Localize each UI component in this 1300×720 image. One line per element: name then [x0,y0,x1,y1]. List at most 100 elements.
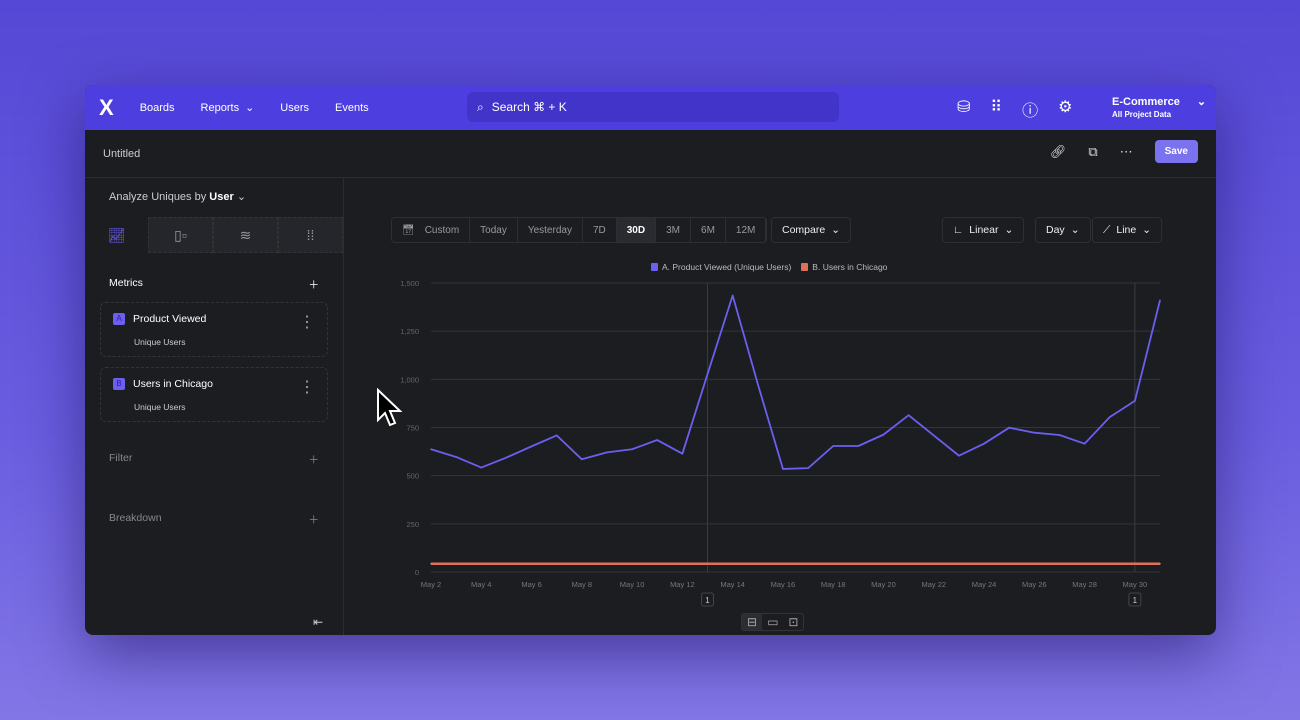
data-point [505,562,508,565]
range-yesterday[interactable]: Yesterday [518,218,583,242]
funnels-tab-icon[interactable]: ▯▫ [148,217,213,253]
x-tick-label: May 6 [521,580,541,589]
metric-badge: B [113,378,125,390]
chevron-down-icon: ⌄ [245,102,255,114]
kebab-menu-icon[interactable]: ⋮ [299,379,315,396]
logo-icon[interactable]: X [99,94,114,120]
data-point [832,562,835,565]
nav-reports[interactable]: Reports ⌄ [200,101,255,115]
data-point [656,439,659,441]
line-chart-icon: ⟋ [1103,223,1111,236]
x-tick-label: May 4 [471,580,491,589]
table-view-icon[interactable]: ⊡ [788,615,799,629]
range-7d[interactable]: 7D [583,218,617,242]
nav-reports-label: Reports [200,101,240,114]
chevron-down-icon: ⌄ [1196,96,1207,108]
nav-boards[interactable]: Boards [139,101,175,114]
report-title[interactable]: Untitled [103,147,141,160]
data-point [581,562,583,565]
data-point [430,562,432,565]
project-selector[interactable]: E-Commerce ⌄ All Project Data [1112,95,1206,119]
data-point [455,456,457,458]
data-point [455,562,457,565]
range-30d[interactable]: 30D [616,218,657,242]
more-icon[interactable]: ⋯ [1119,143,1133,159]
metric-card[interactable]: B Users in Chicago Unique Users ⋮ [100,367,328,422]
legend-item-a[interactable]: A. Product Viewed (Unique Users) [651,262,791,272]
split-view-icon[interactable]: ⊟ [742,614,763,630]
data-point [907,414,910,416]
metric-measure[interactable]: Unique Users [134,337,186,347]
y-tick-label: 1,000 [400,375,419,384]
range-12m[interactable]: 12M [726,218,767,242]
flows-tab-icon[interactable]: ≋ [213,217,278,253]
data-point [857,445,860,447]
series-line-a [430,294,1161,470]
range-custom[interactable]: Custom [415,218,471,242]
calendar-icon[interactable]: 📅︎ [402,224,415,236]
nav-users[interactable]: Users [280,101,310,114]
link-icon[interactable]: 🔗︎ [1049,143,1067,159]
data-point [1134,562,1136,565]
save-button[interactable]: Save [1154,140,1198,163]
apps-grid-icon[interactable]: ⠿ [990,99,1003,116]
top-nav: X Boards Reports ⌄ Users Events ⌕ Search ⌘… [85,85,1216,130]
data-point [932,562,935,565]
data-point [832,445,835,447]
data-point [782,468,784,470]
metric-name: Users in Chicago [133,378,213,390]
line-chart: 0 250 500 750 1,000 1,250 1,500 May 2 May 4 May 6… [400,279,1161,607]
gear-icon[interactable]: ⚙ [1058,99,1073,116]
add-breakdown-icon[interactable]: ＋ [308,514,320,526]
x-tick-label: May 12 [670,580,695,589]
data-point [681,562,684,565]
compare-dropdown[interactable]: Compare ⌄ [771,217,851,243]
y-tick-label: 250 [406,520,419,529]
data-point [983,442,985,445]
search-input[interactable]: ⌕ Search ⌘ + K [467,92,839,122]
compare-label: Compare [782,224,826,236]
legend-item-b[interactable]: B. Users in Chicago [801,262,887,272]
annotation-label: 1 [705,596,710,605]
data-point [631,562,633,565]
help-icon[interactable]: ⓘ [1022,103,1039,120]
data-point [756,383,759,385]
data-point [1058,434,1061,436]
insights-tab-icon[interactable]: 📈︎ [85,217,148,253]
chart-type-dropdown[interactable]: ⟋ Line ⌄ [1092,217,1163,243]
range-today[interactable]: Today [470,218,518,242]
y-tick-label: 750 [406,424,419,433]
interval-dropdown[interactable]: Day ⌄ [1035,217,1091,243]
data-point [681,452,684,455]
metrics-label: Metrics [109,277,143,289]
date-range-picker: 📅︎ Custom Today Yesterday 7D 30D 3M 6M 12M [391,217,768,243]
chart-view-icon[interactable]: ▭ [767,615,779,629]
nav-events[interactable]: Events [335,101,369,114]
retention-tab-icon[interactable]: ⁞⁞ [278,217,343,253]
metric-measure[interactable]: Unique Users [134,402,186,412]
data-point [907,562,910,565]
scale-dropdown[interactable]: ∟ Linear ⌄ [942,217,1025,243]
range-6m[interactable]: 6M [691,218,726,242]
kebab-menu-icon[interactable]: ⋮ [299,314,315,331]
range-3m[interactable]: 3M [656,218,692,242]
metric-card[interactable]: A Product Viewed Unique Users ⋮ [100,302,328,357]
x-tick-label: May 2 [421,580,441,589]
report-header: Untitled 🔗︎ ⧉ ⋯ Save [85,130,1216,178]
data-point [530,445,533,448]
data-point [882,433,885,436]
add-metric-icon[interactable]: ＋ [308,279,320,291]
x-tick-label: May 28 [1072,580,1097,589]
collapse-sidebar-icon[interactable]: ⇤ [312,615,323,629]
data-point [555,434,558,437]
data-point [606,562,608,565]
sidebar: Analyze Uniques by User ⌄ 📈︎ ▯▫ ≋ ⁞⁞ Met… [85,178,344,635]
axis-icon: ∟ [953,224,964,236]
duplicate-icon[interactable]: ⧉ [1088,143,1098,159]
add-filter-icon[interactable]: ＋ [308,454,320,466]
analyze-by[interactable]: Analyze Uniques by User ⌄ [109,191,247,203]
data-point [656,562,659,565]
data-point [706,562,709,565]
annotation-label: 1 [1133,596,1138,605]
data-settings-icon[interactable]: ⛁ [957,99,971,116]
